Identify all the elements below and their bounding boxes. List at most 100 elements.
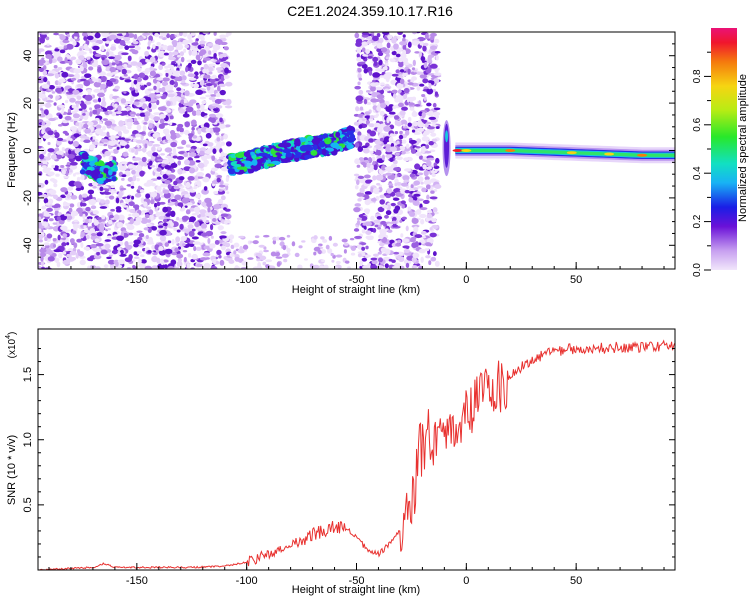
noise-mark <box>54 72 60 79</box>
noise-mark <box>425 140 430 145</box>
noise-mark <box>357 131 362 137</box>
noise-mark <box>399 110 406 116</box>
noise-mark <box>356 47 362 54</box>
noise-mark <box>185 106 194 113</box>
noise-mark <box>44 179 49 185</box>
noise-mark <box>428 260 432 266</box>
noise-mark <box>160 32 168 37</box>
noise-mark <box>221 241 228 246</box>
noise-mark <box>240 266 248 269</box>
noise-mark <box>126 207 130 212</box>
noise-mark <box>372 56 379 62</box>
noise-mark <box>159 235 167 242</box>
noise-mark <box>413 226 419 233</box>
noise-mark <box>95 266 101 269</box>
noise-mark <box>207 206 211 213</box>
noise-mark <box>332 242 338 247</box>
noise-mark <box>435 126 440 129</box>
noise-mark <box>191 119 197 126</box>
noise-mark <box>174 247 179 252</box>
noise-mark <box>190 59 197 64</box>
noise-mark <box>44 102 52 108</box>
noise-mark <box>72 140 80 148</box>
noise-mark <box>328 235 333 241</box>
noise-mark <box>199 79 205 86</box>
noise-mark <box>391 220 397 225</box>
noise-mark <box>167 240 172 244</box>
noise-mark <box>101 215 106 220</box>
noise-mark <box>195 110 202 116</box>
noise-mark <box>165 155 172 159</box>
noise-mark <box>398 62 404 68</box>
noise-mark <box>387 90 392 94</box>
noise-mark <box>53 32 60 36</box>
noise-mark <box>220 213 229 218</box>
noise-mark <box>139 189 145 193</box>
noise-mark <box>212 127 221 133</box>
x-tick-label: -100 <box>236 575 258 587</box>
noise-mark <box>137 116 141 120</box>
noise-mark <box>145 206 152 210</box>
noise-mark <box>354 32 360 39</box>
noise-mark <box>162 77 170 82</box>
noise-mark <box>191 236 199 240</box>
noise-mark <box>200 167 205 171</box>
noise-mark <box>423 61 428 69</box>
noise-mark <box>416 138 422 144</box>
noise-mark <box>220 151 225 158</box>
noise-mark <box>65 237 69 244</box>
noise-mark <box>428 140 434 146</box>
noise-mark <box>432 111 441 116</box>
noise-mark <box>67 74 75 78</box>
noise-mark <box>193 83 200 89</box>
noise-mark <box>38 171 43 176</box>
noise-mark <box>161 81 169 86</box>
noise-mark <box>357 146 364 152</box>
noise-mark <box>412 252 420 259</box>
noise-mark <box>210 117 216 123</box>
noise-mark <box>414 104 421 107</box>
noise-mark <box>67 154 75 159</box>
noise-mark <box>130 180 135 188</box>
noise-mark <box>144 111 151 117</box>
noise-mark <box>149 70 157 77</box>
noise-mark <box>133 239 142 245</box>
noise-mark <box>376 149 382 156</box>
noise-mark <box>192 135 198 139</box>
noise-mark <box>358 89 364 95</box>
noise-mark <box>81 32 88 37</box>
noise-mark <box>92 51 97 55</box>
noise-mark <box>413 180 421 186</box>
noise-mark <box>344 260 350 264</box>
noise-mark <box>208 50 212 55</box>
noise-mark <box>106 235 113 239</box>
noise-mark <box>418 248 426 254</box>
noise-mark <box>41 83 50 89</box>
noise-mark <box>195 38 199 42</box>
noise-mark <box>68 207 73 213</box>
noise-mark <box>218 53 224 59</box>
noise-mark <box>355 95 364 102</box>
noise-mark <box>127 164 134 169</box>
noise-mark <box>208 66 214 72</box>
noise-mark <box>76 176 81 183</box>
noise-mark <box>185 209 191 215</box>
noise-mark <box>173 185 180 190</box>
noise-mark <box>403 179 410 183</box>
noise-mark <box>335 260 341 265</box>
noise-mark <box>117 130 123 137</box>
y-tick-label: -20 <box>22 190 34 206</box>
noise-mark <box>158 114 166 119</box>
noise-mark <box>190 44 195 50</box>
noise-mark <box>72 223 80 229</box>
ridge-mark <box>270 148 275 155</box>
noise-mark <box>425 144 430 149</box>
noise-mark <box>196 180 202 187</box>
noise-mark <box>389 146 397 152</box>
noise-mark <box>202 176 210 183</box>
noise-mark <box>194 175 199 181</box>
noise-mark <box>391 89 398 94</box>
noise-mark <box>373 219 381 224</box>
ridge-mark <box>310 150 318 156</box>
noise-mark <box>174 76 180 82</box>
